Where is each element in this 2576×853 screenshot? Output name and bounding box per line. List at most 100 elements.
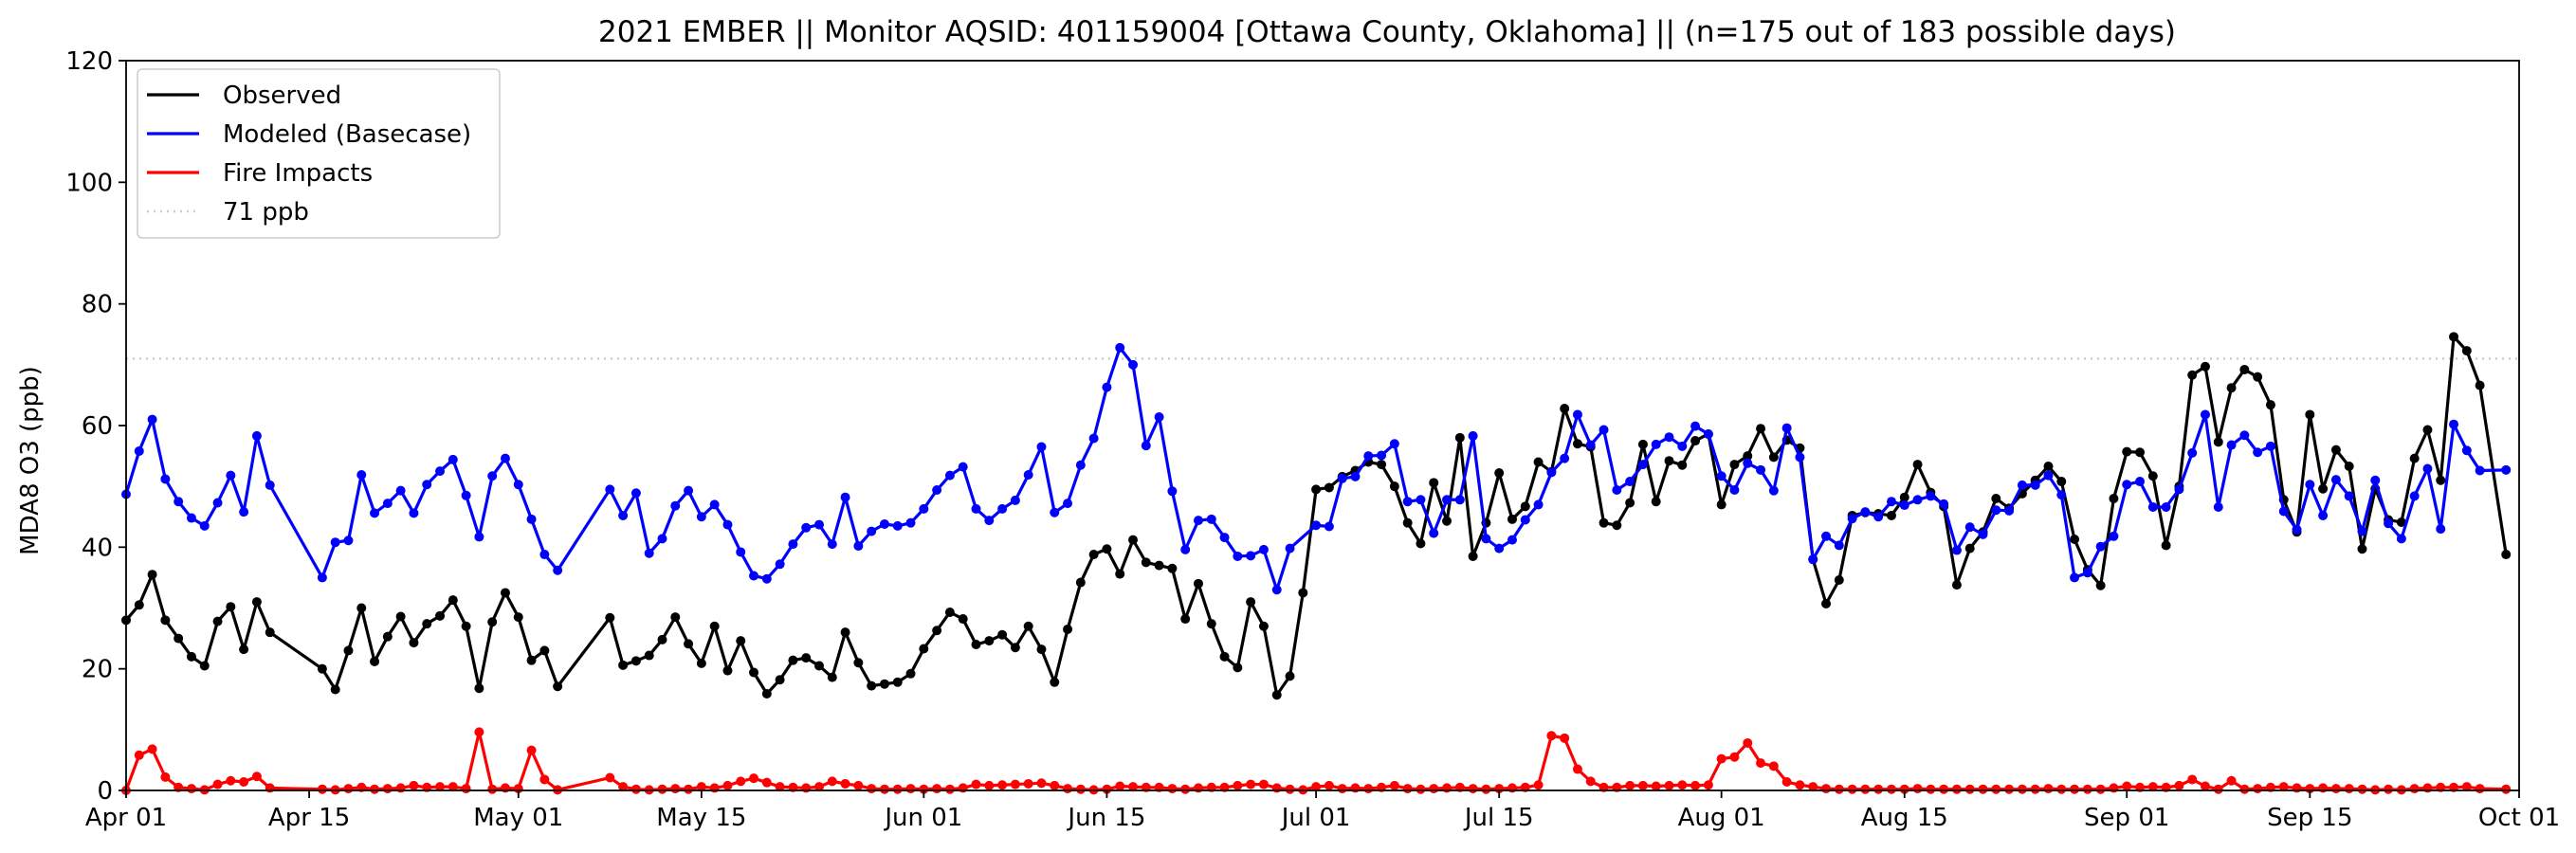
data-point-fire-impacts	[749, 773, 759, 784]
data-point-fire-impacts	[1572, 764, 1582, 774]
data-point-modeled-basecase	[644, 548, 654, 558]
data-point-observed	[1402, 517, 1413, 528]
data-point-fire-impacts	[944, 784, 955, 794]
data-point-fire-impacts	[1637, 780, 1648, 790]
data-point-observed	[1599, 517, 1609, 528]
data-point-fire-impacts	[1860, 784, 1871, 794]
data-point-fire-impacts	[1258, 779, 1269, 789]
data-point-modeled-basecase	[1572, 409, 1582, 420]
data-point-observed	[251, 597, 262, 608]
data-point-fire-impacts	[1115, 781, 1125, 791]
x-tick-label: Apr 01	[85, 804, 167, 832]
data-point-fire-impacts	[2043, 784, 2054, 794]
data-point-modeled-basecase	[1677, 441, 1688, 451]
data-point-modeled-basecase	[487, 471, 498, 481]
data-point-modeled-basecase	[2070, 572, 2080, 583]
data-point-modeled-basecase	[461, 490, 471, 500]
data-point-fire-impacts	[2501, 784, 2512, 794]
data-point-observed	[2161, 540, 2171, 551]
x-tick-label: Aug 15	[1861, 804, 1948, 832]
data-point-observed	[370, 656, 380, 666]
data-point-modeled-basecase	[553, 565, 563, 575]
data-point-fire-impacts	[395, 783, 406, 793]
data-point-fire-impacts	[265, 783, 275, 793]
data-point-observed	[932, 626, 942, 636]
data-point-modeled-basecase	[2135, 477, 2146, 487]
data-point-observed	[2436, 475, 2446, 485]
data-point-modeled-basecase	[186, 513, 196, 523]
data-point-modeled-basecase	[1821, 531, 1832, 541]
y-tick-label: 40	[82, 534, 113, 562]
data-point-fire-impacts	[2422, 783, 2433, 793]
data-point-modeled-basecase	[997, 503, 1008, 514]
data-point-fire-impacts	[343, 784, 354, 794]
data-point-fire-impacts	[1050, 780, 1060, 790]
data-point-observed	[1429, 478, 1439, 488]
data-point-fire-impacts	[1899, 784, 1909, 794]
data-point-fire-impacts	[317, 784, 327, 794]
data-point-modeled-basecase	[2449, 419, 2459, 429]
data-point-observed	[1271, 690, 1282, 700]
data-point-fire-impacts	[958, 783, 968, 793]
data-point-fire-impacts	[2344, 784, 2354, 794]
data-point-observed	[2056, 477, 2067, 487]
data-point-fire-impacts	[879, 784, 889, 794]
data-point-modeled-basecase	[1991, 505, 2001, 516]
data-point-modeled-basecase	[2318, 510, 2329, 520]
data-point-modeled-basecase	[1154, 412, 1164, 423]
data-point-modeled-basecase	[174, 497, 184, 507]
data-point-observed	[395, 611, 406, 622]
y-tick-label: 100	[65, 169, 113, 197]
data-point-fire-impacts	[1664, 780, 1674, 790]
data-point-observed	[435, 610, 446, 621]
data-point-modeled-basecase	[2278, 506, 2289, 517]
data-point-observed	[1246, 597, 1256, 608]
data-point-fire-impacts	[696, 782, 706, 792]
data-point-modeled-basecase	[775, 559, 785, 570]
data-point-fire-impacts	[500, 783, 510, 793]
data-point-fire-impacts	[134, 750, 144, 760]
y-axis: 0 20 40 60 80 100 120	[65, 47, 126, 806]
data-point-modeled-basecase	[1834, 540, 1844, 551]
data-point-observed	[1716, 499, 1726, 510]
data-point-fire-impacts	[984, 780, 995, 790]
data-point-modeled-basecase	[1612, 485, 1622, 496]
data-point-fire-impacts	[1821, 784, 1832, 794]
data-point-observed	[2187, 370, 2198, 380]
data-point-modeled-basecase	[1703, 428, 1713, 439]
data-point-fire-impacts	[905, 784, 916, 794]
data-point-modeled-basecase	[709, 499, 720, 510]
data-point-modeled-basecase	[1088, 433, 1099, 444]
data-point-modeled-basecase	[330, 537, 340, 548]
data-point-fire-impacts	[1350, 783, 1361, 793]
data-point-fire-impacts	[2056, 784, 2067, 794]
data-point-modeled-basecase	[212, 498, 223, 508]
data-point-modeled-basecase	[1416, 495, 1426, 505]
data-point-modeled-basecase	[2501, 464, 2512, 475]
data-point-modeled-basecase	[2030, 480, 2040, 490]
data-point-observed	[1258, 621, 1269, 631]
data-point-fire-impacts	[147, 744, 157, 754]
data-point-modeled-basecase	[2253, 447, 2263, 458]
data-point-modeled-basecase	[696, 512, 706, 522]
data-point-observed	[2305, 409, 2315, 420]
data-point-observed	[1991, 494, 2001, 503]
data-point-modeled-basecase	[1219, 533, 1230, 543]
data-point-modeled-basecase	[2384, 518, 2394, 529]
data-point-fire-impacts	[1167, 784, 1178, 794]
data-point-observed	[1664, 456, 1674, 466]
data-point-fire-impacts	[1102, 784, 1112, 794]
data-point-observed	[1454, 432, 1465, 443]
data-point-observed	[827, 672, 837, 682]
data-point-modeled-basecase	[813, 519, 824, 530]
data-point-fire-impacts	[1991, 784, 2001, 794]
data-point-fire-impacts	[736, 776, 746, 787]
data-point-observed	[2461, 346, 2472, 356]
data-point-observed	[1533, 457, 1544, 467]
data-point-observed	[1507, 514, 1517, 524]
data-point-modeled-basecase	[1206, 514, 1216, 524]
data-point-fire-impacts	[2318, 783, 2329, 793]
data-point-fire-impacts	[1481, 784, 1491, 794]
data-point-observed	[644, 650, 654, 661]
data-point-fire-impacts	[2409, 784, 2420, 794]
